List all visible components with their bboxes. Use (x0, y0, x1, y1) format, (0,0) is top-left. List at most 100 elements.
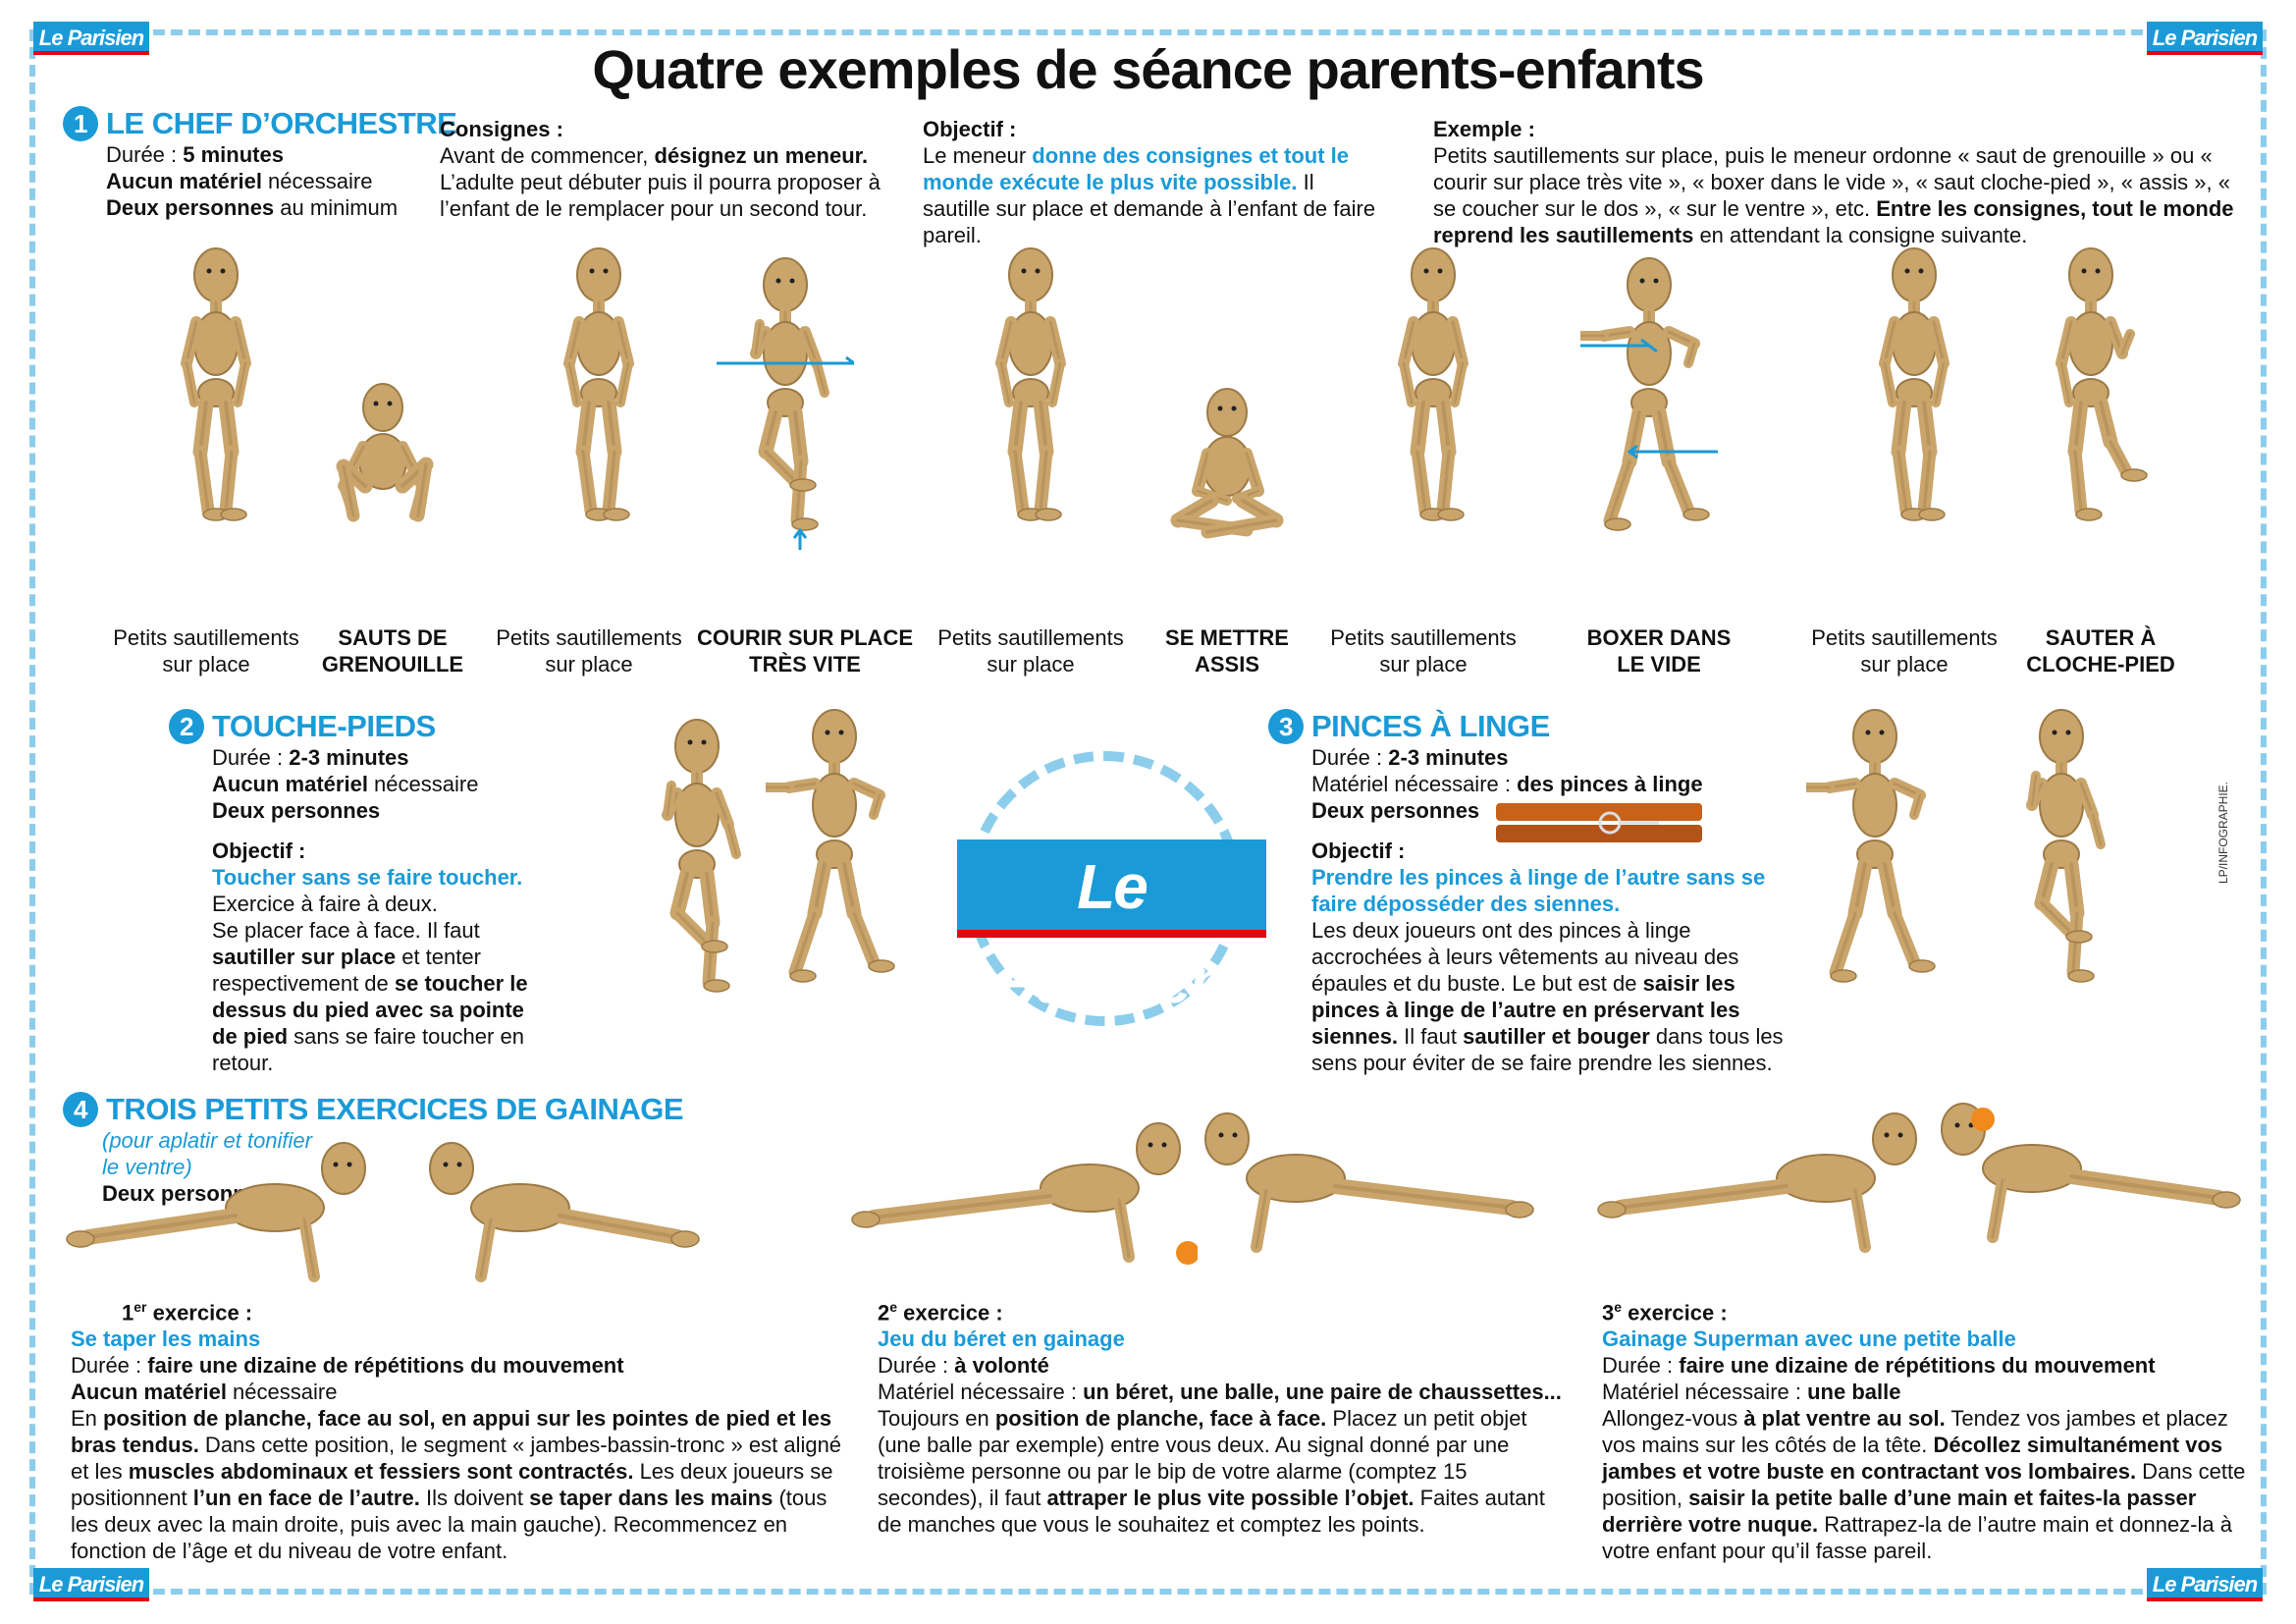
s1-caption: BOXER DANS LE VIDE (1551, 624, 1767, 677)
s2-t2: Se placer face à face. Il faut (212, 918, 480, 943)
ex2-title-rest: exercice : (897, 1300, 1003, 1326)
s2-duree-value: 2-3 minutes (289, 745, 409, 770)
ex2-materiel-label: Matériel nécessaire : (878, 1380, 1084, 1405)
figure-superman-a (1597, 1112, 1917, 1253)
s1-objectif-3: Il sautille sur place et demande à l’enf… (923, 170, 1376, 247)
ex1-t6: l’un en face de l’autre. (192, 1486, 420, 1511)
s1-caption-line1: Petits sautillements (1811, 625, 1998, 650)
s1-caption-line2: sur place (162, 652, 250, 677)
s1-exemple-title: Exemple : (1433, 117, 1535, 141)
section-number-4: 4 (63, 1092, 98, 1127)
s1-caption-line1: COURIR SUR PLACE (697, 625, 914, 650)
s2-t5: se toucher le dessus du pied avec sa poi… (212, 971, 528, 1049)
figure-plank-2b (1204, 1112, 1534, 1253)
s1-objectif-title: Objectif : (923, 117, 1017, 141)
ex3-t7: Rattrapez-la de l’autre main et donnez-l… (1602, 1512, 2232, 1564)
dashed-frame (29, 29, 2267, 1595)
s1-caption: Petits sautillements sur place (1315, 624, 1531, 677)
s2-objectif-title: Objectif : (212, 839, 306, 863)
s1-objectif-1: Le meneur (923, 143, 1033, 168)
s1-caption-line1: Petits sautillements (113, 625, 299, 650)
section-3-title: PINCES À LINGE (1311, 709, 1550, 743)
ex2-duree-value: à volonté (954, 1353, 1049, 1379)
s2-personnes: Deux personnes (212, 798, 381, 823)
s3-objectif-title: Objectif : (1311, 839, 1406, 863)
s1-caption: Petits sautillements sur place (481, 624, 697, 677)
ex2-t4: attraper le plus vite possible l’objet. (1046, 1486, 1415, 1511)
s1-caption: Petits sautillements sur place (98, 624, 314, 677)
s3-t4: sautiller et bouger (1463, 1024, 1650, 1049)
s1-caption-line2: GRENOUILLE (321, 652, 464, 677)
figure-hop-1 (181, 247, 251, 521)
ex2-t1: Toujours en (878, 1406, 995, 1432)
s4-subtitle: (pour aplatir et tonifier le ventre) (102, 1128, 312, 1179)
figure-plank-1a (66, 1142, 366, 1282)
ex1-t8: se taper dans les mains (529, 1486, 774, 1511)
figure-plank-2a (851, 1122, 1198, 1265)
s1-caption-line2: sur place (1379, 652, 1468, 677)
s1-meta: Durée : 5 minutes Aucun matériel nécessa… (106, 141, 430, 221)
s3-materiel-value: des pinces à linge (1517, 772, 1703, 796)
figure-superman-b (1941, 1103, 2241, 1243)
figure-touch-left (662, 719, 741, 993)
ex1-t9: (tous les deux avec la main droite, puis… (71, 1486, 828, 1564)
section-4-heading: 4 TROIS PETITS EXERCICES DE GAINAGE (63, 1092, 684, 1127)
s1-caption-line2: LE VIDE (1617, 652, 1701, 677)
figure-run-fast (717, 257, 854, 550)
s2-materiel: Aucun matériel (212, 772, 368, 796)
s1-caption: COURIR SUR PLACE TRÈS VITE (697, 624, 913, 677)
s3-duree-label: Durée : (1311, 745, 1389, 770)
s1-caption-line2: TRÈS VITE (749, 652, 861, 677)
s2-materiel-rest: nécessaire (367, 772, 479, 796)
ex3-t5: Dans cette position, (1602, 1459, 2246, 1511)
s1-caption-line1: Petits sautillements (1330, 625, 1517, 650)
page-title: Quatre exemples de séance parents-enfant… (592, 38, 1704, 100)
figure-box (1580, 257, 1718, 531)
s1-objectif: Objectif : Le meneur donne des consignes… (923, 116, 1384, 248)
s1-materiel-rest: nécessaire (261, 169, 373, 193)
s1-caption: Petits sautillements sur place (1796, 624, 2012, 677)
ex3-materiel-value: une balle (1807, 1380, 1901, 1405)
clothespin-icon (1496, 803, 1702, 842)
s3-objectif-blue: Prendre les pinces à linge de l’autre sa… (1311, 865, 1766, 916)
s2-body: Durée : 2-3 minutes Aucun matériel néces… (212, 744, 546, 1076)
figure-clothespin-right (2026, 709, 2106, 983)
ex2-t5: Faites autant de manches que vous le sou… (878, 1486, 1545, 1538)
ex3-duree-label: Durée : (1602, 1353, 1680, 1379)
ex1-title-num: 1 (122, 1300, 134, 1326)
ex3-t6: saisir la petite balle d’une main et fai… (1602, 1486, 2197, 1538)
ex2-block: 2e exercice : Jeu du béret en gainage Du… (878, 1294, 1565, 1538)
s1-caption: SAUTER À CLOCHE-PIED (1993, 624, 2209, 677)
s1-objectif-2: donne des consignes et tout le monde exé… (923, 143, 1350, 194)
figure-hop-5 (1879, 247, 1949, 521)
s1-exemple-3: en attendant la consigne suivante. (1693, 223, 2028, 247)
ex1-t2: position de planche, face au sol, en app… (71, 1406, 832, 1458)
ex1-t1: En (71, 1406, 104, 1432)
s3-t3: Il faut (1398, 1024, 1464, 1049)
ex3-title-sup: e (1614, 1299, 1623, 1315)
figure-plank-1b (429, 1142, 700, 1282)
s1-caption-line2: sur place (545, 652, 633, 677)
ex3-t2: à plat ventre au sol. (1743, 1406, 1946, 1432)
s3-duree-value: 2-3 minutes (1388, 745, 1509, 770)
figure-hop-4 (1398, 247, 1468, 521)
s1-caption-line1: BOXER DANS (1586, 625, 1732, 650)
s1-caption: SE METTRE ASSIS (1119, 624, 1335, 677)
section-number-1: 1 (63, 106, 98, 141)
ball-icon (1176, 1241, 1198, 1265)
ex1-duree-label: Durée : (71, 1353, 148, 1379)
s1-caption-line1: SE METTRE (1165, 625, 1289, 650)
ex3-t3: Tendez vos jambes et placez vos mains su… (1602, 1406, 2228, 1458)
section-4-title: TROIS PETITS EXERCICES DE GAINAGE (106, 1092, 684, 1126)
section-3-heading: 3 PINCES À LINGE (1268, 709, 1550, 744)
s1-caption: SAUTS DE GRENOUILLE (285, 624, 501, 677)
ex3-block: 3e exercice : Gainage Superman avec une … (1602, 1294, 2250, 1564)
section-number-2: 2 (169, 709, 204, 744)
s1-consignes-3: L’adulte peut débuter puis il pourra pro… (440, 170, 881, 221)
ex1-name: Se taper les mains (71, 1326, 261, 1352)
s1-caption-line2: sur place (1860, 652, 1949, 677)
s1-personnes: Deux personnes (106, 195, 275, 220)
s3-materiel-label: Matériel nécessaire : (1311, 772, 1518, 796)
s2-t3: sautiller sur place (212, 945, 397, 969)
ex1-materiel: Aucun matériel (71, 1380, 227, 1405)
